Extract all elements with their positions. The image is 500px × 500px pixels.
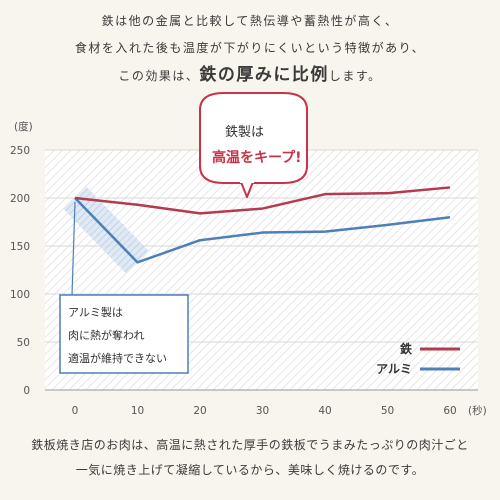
intro-line-2: 食材を入れた後も温度が下がりにくいという特徴があり、	[74, 41, 426, 55]
caption-line-1: 鉄板焼き店のお肉は、高温に熱された厚手の鉄板でうまみたっぷりの肉汁ごと	[31, 438, 469, 452]
y-tick-label: 200	[10, 193, 30, 205]
x-tick-label: 60	[443, 405, 456, 417]
aluminum-line	[74, 197, 451, 264]
aluminum-callout: アルミ製は 肉に熱が奪われ 適温が維持できない	[59, 294, 189, 374]
intro-text: 鉄は他の金属と比較して熱伝導や蓄熱性が高く、 食材を入れた後も温度が下がりにくい…	[0, 8, 500, 90]
iron-callout-line-2: 高温をキープ!	[212, 149, 302, 166]
y-tick-label: 0	[23, 385, 30, 397]
x-tick-label: 50	[381, 405, 394, 417]
aluminum-callout-line-3: 適温が維持できない	[68, 351, 167, 365]
iron-callout: 鉄製は 高温をキープ!	[199, 92, 308, 198]
x-tick-label: 10	[131, 405, 144, 417]
x-tick-label: 0	[72, 405, 79, 417]
intro-emphasis: 鉄の厚みに比例	[199, 65, 329, 85]
x-tick-label: 40	[318, 405, 331, 417]
legend-iron-label: 鉄	[400, 341, 412, 356]
y-tick-label: 150	[10, 241, 30, 253]
y-tick-label: 50	[17, 337, 30, 349]
legend-aluminum-label: アルミ	[376, 362, 412, 376]
x-tick-label: 20	[193, 405, 206, 417]
aluminum-callout-line-1: アルミ製は	[68, 305, 123, 319]
x-tick-label: 30	[256, 405, 269, 417]
iron-line	[74, 186, 451, 215]
intro-line-3: この効果は、鉄の厚みに比例します。	[0, 62, 500, 90]
iron-callout-line-1: 鉄製は	[225, 125, 264, 140]
caption-line-2: 一気に焼き上げて凝縮しているから、美味しく焼けるのです。	[75, 463, 425, 477]
y-tick-label: 250	[10, 145, 30, 157]
intro-line-3-a: この効果は、	[118, 69, 200, 83]
x-axis-label: (秒)	[468, 404, 487, 417]
intro-line-3-c: します。	[328, 69, 382, 83]
y-axis-label: (度)	[14, 120, 33, 133]
aluminum-callout-line-2: 肉に熱が奪われ	[68, 328, 144, 342]
y-tick-label: 100	[10, 289, 30, 301]
intro-line-1: 鉄は他の金属と比較して熱伝導や蓄熱性が高く、	[101, 14, 399, 28]
aluminum-callout-pointer	[71, 201, 76, 296]
